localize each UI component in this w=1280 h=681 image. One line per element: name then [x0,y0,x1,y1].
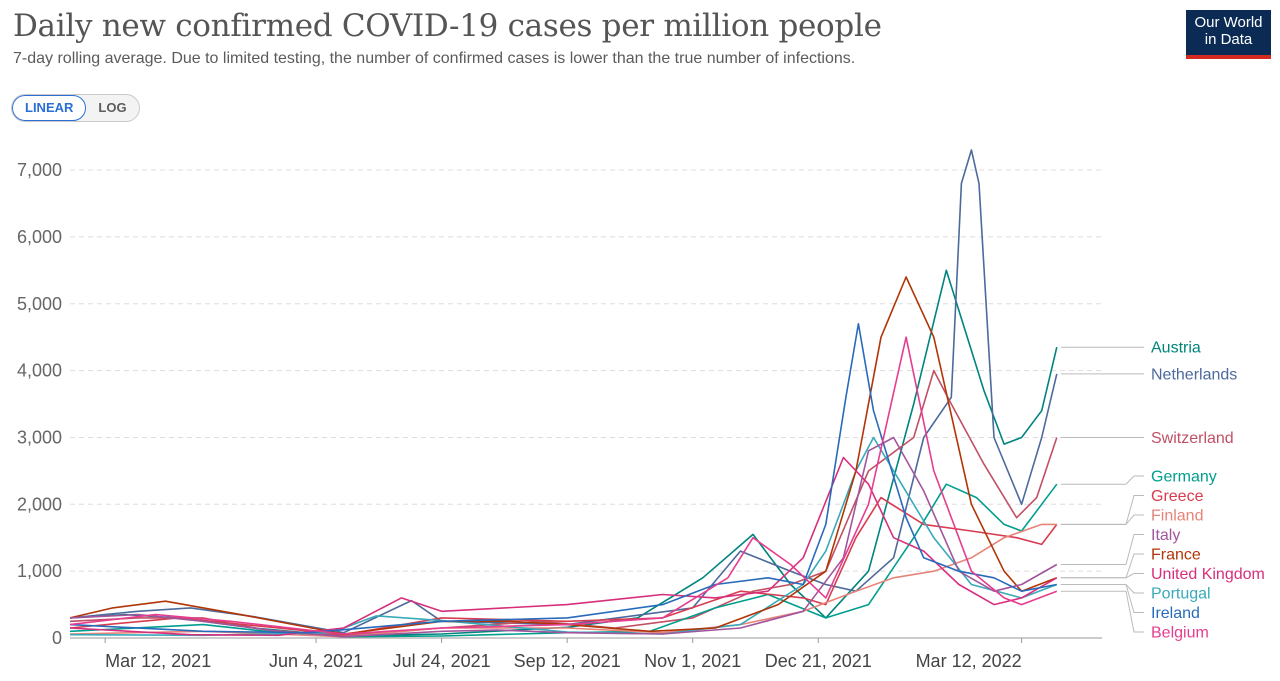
series-line-united-kingdom[interactable] [69,456,1058,637]
series-lines [69,149,1058,638]
y-tick-label: 0 [52,628,62,648]
x-tick-label: Mar 12, 2022 [916,651,1022,671]
label-connector [1060,475,1144,485]
series-line-ireland[interactable] [69,323,1057,634]
series-line-germany[interactable] [69,483,1058,638]
x-tick-label: Mar 12, 2021 [105,651,211,671]
label-connector [1060,573,1144,579]
series-line-switzerland[interactable] [69,369,1058,637]
label-connector [1060,553,1144,579]
series-label[interactable]: France [1151,547,1201,564]
x-tick-label: Sep 12, 2021 [514,651,621,671]
x-tick-label: Jun 4, 2021 [269,651,363,671]
label-connector [1060,514,1144,525]
chart-title: Daily new confirmed COVID-19 cases per m… [13,8,882,44]
series-label[interactable]: Portugal [1151,586,1211,603]
y-tick-label: 4,000 [17,361,62,381]
logo-accent-bar [1186,55,1271,59]
label-connector [1060,584,1144,594]
series-label[interactable]: Finland [1151,508,1203,525]
label-connector [1060,495,1144,525]
scale-toggle[interactable]: LINEAR LOG [11,94,140,122]
series-label[interactable]: Germany [1151,469,1217,486]
label-connector [1060,584,1144,613]
series-label[interactable]: United Kingdom [1151,566,1265,583]
series-labels: Austria Netherlands Switzerland Germany Gree… [1060,340,1265,642]
label-connector [1060,534,1144,565]
x-tick-label: Jul 24, 2021 [393,651,491,671]
logo-line-2: in Data [1204,31,1253,48]
series-label[interactable]: Netherlands [1151,366,1237,383]
series-label[interactable]: Austria [1151,340,1201,357]
y-tick-label: 7,000 [17,160,62,180]
x-tick-label: Dec 21, 2021 [765,651,872,671]
series-label[interactable]: Italy [1151,527,1180,544]
series-line-greece[interactable] [69,496,1058,636]
owid-logo[interactable]: Our World in Data [1186,10,1271,59]
x-tick-label: Nov 1, 2021 [644,651,741,671]
series-line-italy[interactable] [69,436,1058,638]
series-label[interactable]: Belgium [1151,625,1209,642]
series-line-france[interactable] [69,276,1058,635]
series-label[interactable]: Switzerland [1151,430,1234,447]
label-connector [1060,590,1144,633]
log-scale-button[interactable]: LOG [98,100,127,115]
y-tick-label: 6,000 [17,227,62,247]
chart-subtitle: 7-day rolling average. Due to limited te… [13,50,856,67]
y-tick-label: 5,000 [17,294,62,314]
linear-scale-button[interactable]: LINEAR [12,95,87,121]
y-tick-label: 1,000 [17,561,62,581]
series-line-austria[interactable] [69,269,1058,637]
series-line-netherlands[interactable] [69,149,1058,634]
x-axis: Mar 12, 2021 Jun 4, 2021 Jul 24, 2021 Sep 1… [70,637,1102,671]
y-axis-ticks: 0 1,000 2,000 3,000 4,000 5,000 6,000 7,000 [17,160,62,648]
logo-line-1: Our World [1194,14,1263,31]
gridlines [70,169,1102,572]
series-label[interactable]: Greece [1151,488,1204,505]
y-tick-label: 2,000 [17,494,62,514]
series-line-portugal[interactable] [69,436,1058,637]
series-line-belgium[interactable] [69,336,1058,635]
series-label[interactable]: Ireland [1151,605,1200,622]
y-tick-label: 3,000 [17,427,62,447]
